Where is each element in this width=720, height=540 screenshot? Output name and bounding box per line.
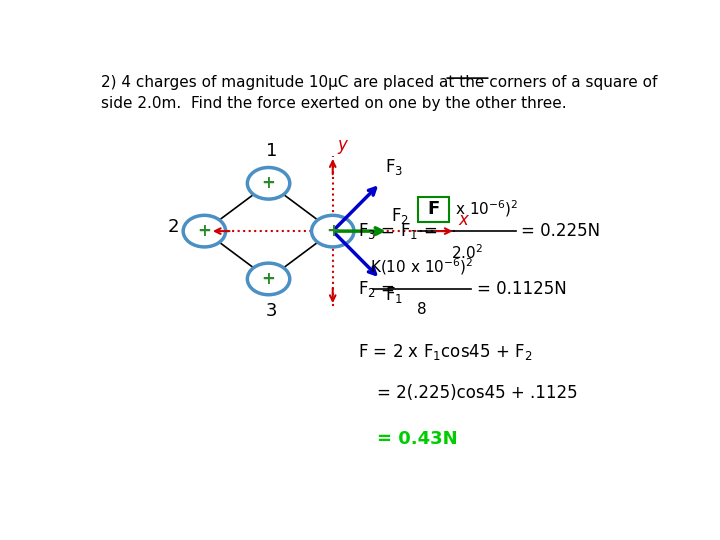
Text: F = 2 x F$_1$cos45 + F$_2$: F = 2 x F$_1$cos45 + F$_2$: [358, 342, 532, 362]
Text: F$_1$: F$_1$: [384, 285, 402, 305]
Text: 8: 8: [417, 302, 427, 317]
Circle shape: [312, 215, 354, 247]
Text: y: y: [337, 136, 347, 154]
Circle shape: [248, 263, 289, 295]
FancyBboxPatch shape: [418, 197, 449, 222]
Text: F: F: [427, 200, 439, 219]
Text: K(10 x 10$^{-6}$)$^2$: K(10 x 10$^{-6}$)$^2$: [370, 256, 474, 277]
Text: 2: 2: [168, 218, 179, 236]
Text: +: +: [261, 174, 276, 192]
Text: F$_2$ =: F$_2$ =: [358, 279, 395, 299]
Text: 3: 3: [266, 302, 277, 320]
Circle shape: [183, 215, 225, 247]
Text: x: x: [459, 211, 468, 229]
Text: = 0.1125N: = 0.1125N: [477, 280, 567, 298]
Text: side 2.0m.  Find the force exerted on one by the other three.: side 2.0m. Find the force exerted on one…: [101, 96, 567, 111]
Text: 1: 1: [266, 143, 277, 160]
Text: +: +: [325, 222, 340, 240]
Circle shape: [248, 167, 289, 199]
Text: = 0.43N: = 0.43N: [377, 430, 458, 448]
Text: F$_3$: F$_3$: [384, 157, 403, 177]
Text: F$_3$ = F$_1$ =: F$_3$ = F$_1$ =: [358, 221, 437, 241]
Text: F$_2$: F$_2$: [392, 206, 409, 226]
Text: K(10 x 10$^{-6}$)$^2$: K(10 x 10$^{-6}$)$^2$: [415, 198, 518, 219]
Text: +: +: [261, 270, 276, 288]
Text: = 2(.225)cos45 + .1125: = 2(.225)cos45 + .1125: [377, 384, 578, 402]
Text: = 0.225N: = 0.225N: [521, 222, 600, 240]
Text: 2.0$^2$: 2.0$^2$: [451, 244, 482, 262]
Text: +: +: [197, 222, 212, 240]
Text: 2) 4 charges of magnitude 10μC are placed at the corners of a square of: 2) 4 charges of magnitude 10μC are place…: [101, 75, 657, 90]
